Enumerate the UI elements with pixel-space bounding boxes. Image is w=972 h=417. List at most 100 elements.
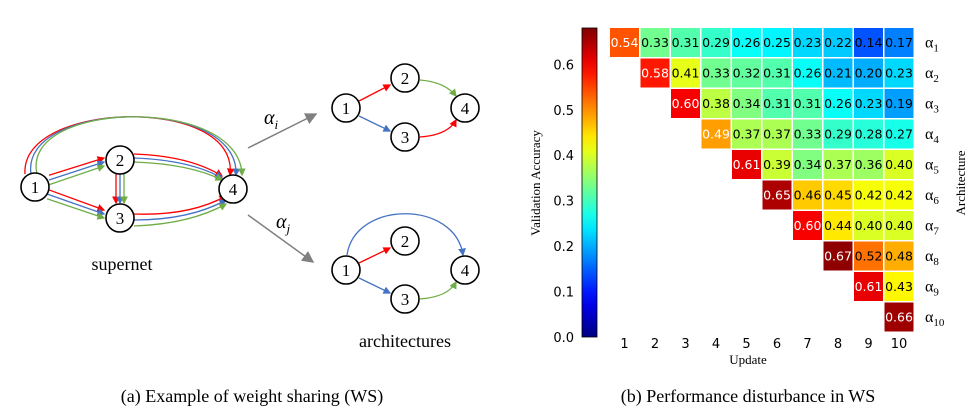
graph-edges	[24, 79, 466, 300]
heatmap-cell-label: 0.25	[763, 35, 791, 50]
heatmap-cell-label: 0.60	[794, 218, 822, 233]
heatmap-cell	[793, 180, 822, 210]
heatmap-cell-label: 0.42	[885, 188, 913, 203]
arch-j-edge-1-2	[358, 247, 392, 264]
heatmap-cell-label: 0.26	[733, 35, 761, 50]
heatmap-cell	[793, 150, 822, 179]
heatmap-cell	[732, 28, 761, 57]
heatmap-cell	[823, 58, 853, 88]
heatmap-cell	[793, 119, 822, 149]
heatmap-cell	[884, 211, 914, 240]
heatmap-cell	[884, 272, 914, 301]
heatmap-cell-label: 0.36	[855, 157, 883, 172]
supernet-node-1	[20, 172, 50, 202]
heatmap-cell	[762, 150, 792, 179]
heatmap-cell	[793, 28, 822, 57]
supernet-node-3-label: 3	[116, 209, 125, 228]
colorbar-tick-label: 0.5	[553, 104, 574, 119]
heatmap-cell	[823, 150, 853, 179]
supernet-edge-1-2	[48, 160, 106, 181]
heatmap-cell	[884, 241, 914, 271]
arch-i-edge-2-4	[419, 79, 457, 98]
heatmap-cell	[854, 241, 883, 271]
heatmap-cell	[823, 119, 853, 149]
arch-j-node-2	[390, 226, 420, 256]
heatmap-cell-label: 0.23	[855, 96, 883, 111]
heatmap-cell-label: 0.42	[855, 188, 883, 203]
heatmap-cell	[854, 58, 883, 88]
supernet-edge-2-4	[133, 161, 224, 181]
colorbar-label: Validation Accuracy	[528, 130, 543, 236]
heatmap-cell-label: 0.26	[824, 96, 852, 111]
colorbar-tick-label: 0.2	[553, 240, 574, 255]
arch-i-node-2	[390, 63, 420, 93]
supernet-node-1-label: 1	[31, 178, 40, 197]
heatmap-cell-label: 0.32	[733, 66, 761, 81]
heatmap-cell-label: 0.21	[824, 66, 852, 81]
heatmap-cell-label: 0.65	[763, 188, 791, 203]
heatmap-cell-label: 0.17	[885, 35, 913, 50]
arch-j-edge-1-3	[358, 277, 392, 294]
colorbar-gradient	[581, 27, 598, 338]
heatmap-cell-label: 0.61	[733, 157, 761, 172]
arch-j-node-2-label: 2	[401, 232, 410, 251]
arch-i-edge-1-2	[358, 84, 392, 102]
heatmap-cell	[884, 89, 914, 118]
heatmap-cell	[884, 28, 914, 57]
heatmap-cell-label: 0.31	[794, 96, 822, 111]
arch-i-edge-1-3	[358, 115, 392, 132]
heatmap-cell-label: 0.29	[824, 127, 852, 142]
arch-j-node-4-label: 4	[461, 261, 470, 280]
y-axis-label: Architecture	[953, 150, 968, 215]
heatmap-cell-label: 0.48	[885, 249, 913, 264]
heatmap-cell	[823, 211, 853, 240]
heatmap-cell-label: 0.33	[641, 35, 669, 50]
supernet-edge-1-3	[46, 188, 106, 212]
heatmap-cell-label: 0.33	[702, 66, 730, 81]
supernet-edge-3-4	[133, 195, 228, 215]
supernet-node-2-label: 2	[116, 151, 125, 170]
colorbar-tick-label: 0.0	[553, 331, 574, 346]
heatmap-cell-label: 0.67	[824, 249, 852, 264]
heatmap-cell	[884, 58, 914, 88]
supernet-node-3	[105, 203, 135, 233]
heatmap-cell	[762, 28, 792, 57]
heatmap: 0.54 0.33 0.31 0.29 0.26 0.25 0.23 0.22 0.14 0.17…	[610, 28, 945, 352]
row-label: α5	[925, 157, 939, 177]
heatmap-cell-label: 0.40	[885, 157, 913, 172]
x-tick-label: 6	[773, 337, 781, 352]
heatmap-cell-label: 0.46	[794, 188, 822, 203]
heatmap-cell-label: 0.40	[885, 218, 913, 233]
colorbar-tick-label: 0.3	[553, 195, 574, 210]
heatmap-cell	[884, 302, 914, 332]
heatmap-cell	[854, 28, 883, 57]
supernet-label: supernet	[92, 254, 153, 274]
heatmap-cell-label: 0.54	[611, 35, 639, 50]
heatmap-cell	[854, 150, 883, 179]
arch-j-edge-1-4	[346, 213, 466, 257]
heatmap-cell	[701, 89, 731, 118]
heatmap-cell	[701, 28, 731, 57]
supernet-edge-1-3	[46, 193, 106, 216]
heatmap-cell-label: 0.41	[672, 66, 700, 81]
row-label: α1	[925, 35, 939, 55]
heatmap-cell	[823, 28, 853, 57]
heatmap-cell	[854, 180, 883, 210]
heatmap-cell-label: 0.60	[672, 96, 700, 111]
arch-i-node-4	[450, 93, 480, 123]
graph-nodes: 1 2 3 4 1 2 3 4 1 2 3 4	[20, 63, 480, 314]
arch-j-edge-3-4	[419, 280, 457, 300]
heatmap-cell	[884, 150, 914, 179]
heatmap-cell-label: 0.38	[702, 96, 730, 111]
arch-i-node-1-label: 1	[342, 99, 351, 118]
arch-j-node-1-label: 1	[342, 261, 351, 280]
heatmap-cell	[732, 150, 761, 179]
row-label: α8	[925, 248, 939, 268]
x-tick-label: 5	[742, 337, 750, 352]
heatmap-cell	[793, 89, 822, 118]
heatmap-cell-label: 0.31	[763, 66, 791, 81]
heatmap-cell	[671, 58, 700, 88]
heatmap-cell-label: 0.37	[763, 127, 791, 142]
heatmap-cell	[823, 180, 853, 210]
x-tick-label: 8	[834, 337, 842, 352]
